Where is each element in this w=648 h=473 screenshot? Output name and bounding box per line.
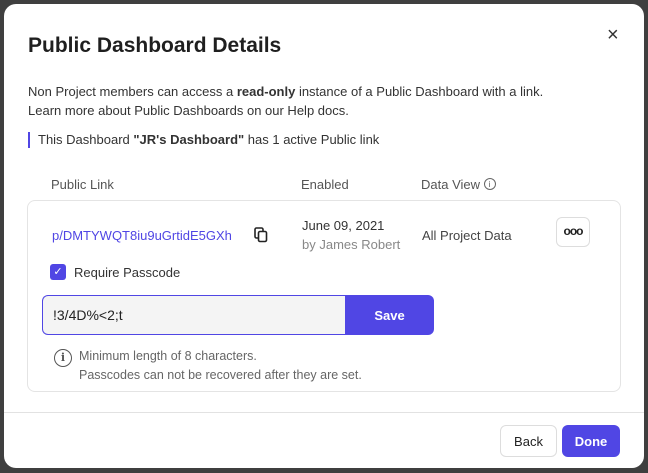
- column-data-view-label: Data View: [421, 177, 481, 192]
- description-text-2: instance of a Public Dashboard with a li…: [295, 84, 544, 99]
- require-passcode-checkbox[interactable]: ✓: [50, 264, 66, 280]
- passcode-input[interactable]: [42, 295, 345, 335]
- description-text: Non Project members can access a: [28, 84, 237, 99]
- note-text: This Dashboard: [38, 132, 134, 147]
- column-public-link: Public Link: [51, 177, 114, 192]
- column-data-view: Data View i: [421, 177, 496, 192]
- dashboard-name: "JR's Dashboard": [133, 132, 245, 147]
- enabled-date: June 09, 2021: [302, 218, 385, 233]
- footer-divider: [4, 412, 644, 413]
- public-link-card: p/DMTYWQT8iu9uGrtidE5GXh June 09, 2021 b…: [27, 200, 621, 392]
- enabled-by: by James Robert: [302, 237, 401, 252]
- note-text-2: has 1 active Public link: [244, 132, 380, 147]
- active-link-note: This Dashboard "JR's Dashboard" has 1 ac…: [28, 132, 379, 148]
- copy-icon[interactable]: [254, 227, 268, 243]
- save-button[interactable]: Save: [345, 295, 434, 335]
- description-bold: read-only: [236, 84, 296, 99]
- info-icon[interactable]: i: [483, 178, 496, 190]
- data-view-value: All Project Data: [422, 228, 512, 243]
- info-icon: i: [54, 349, 72, 367]
- close-icon[interactable]: ×: [607, 24, 619, 46]
- hint-recovery: Passcodes can not be recovered after the…: [79, 368, 362, 382]
- public-dashboard-dialog: Public Dashboard Details × Non Project m…: [4, 4, 644, 468]
- public-link[interactable]: p/DMTYWQT8iu9uGrtidE5GXh: [52, 228, 232, 243]
- column-enabled: Enabled: [301, 177, 349, 192]
- help-docs-text: Learn more about Public Dashboards on ou…: [28, 103, 349, 118]
- more-options-button[interactable]: ooo: [556, 217, 590, 247]
- done-button[interactable]: Done: [562, 425, 620, 457]
- dialog-title: Public Dashboard Details: [28, 34, 282, 57]
- passcode-hint: Minimum length of 8 characters. Passcodes…: [79, 347, 362, 385]
- require-passcode-label[interactable]: Require Passcode: [74, 265, 181, 280]
- hint-min-length: Minimum length of 8 characters.: [79, 349, 257, 363]
- description: Non Project members can access a read-on…: [28, 82, 543, 120]
- back-button[interactable]: Back: [500, 425, 557, 457]
